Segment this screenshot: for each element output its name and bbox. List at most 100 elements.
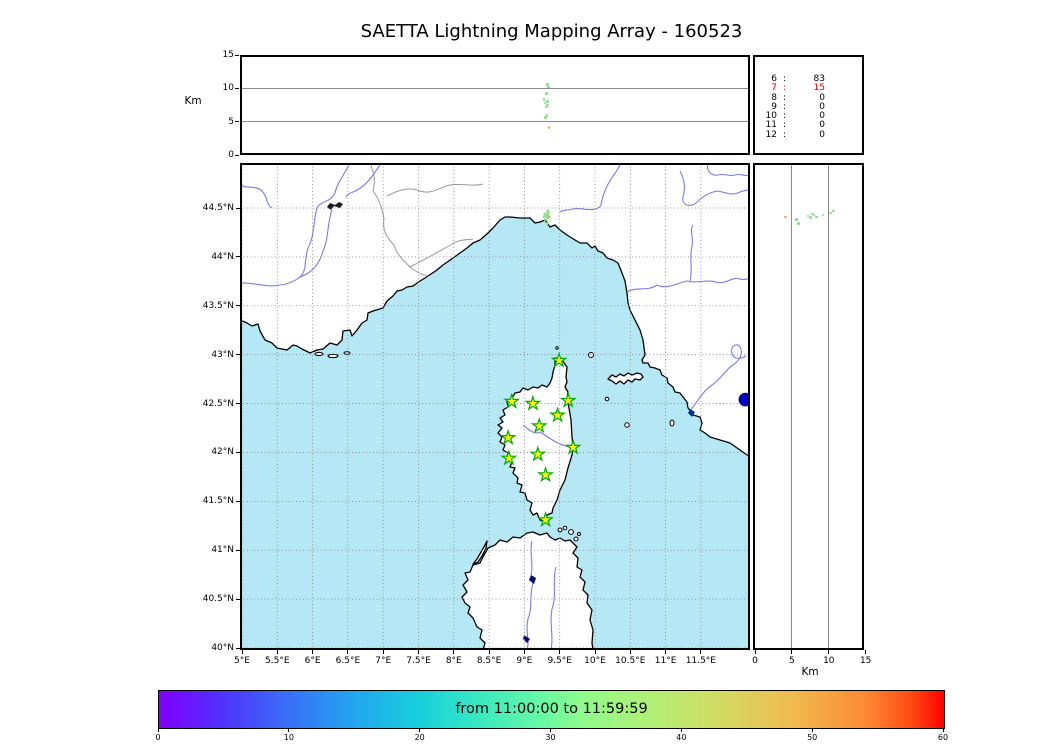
lightning-source-dot xyxy=(811,212,814,216)
lma-station-marker xyxy=(530,417,548,434)
lon-tick-label: 11°E xyxy=(654,656,677,666)
lon-tick-label: 9.5°E xyxy=(547,656,572,666)
colorbar-tick-label: 0 xyxy=(155,733,161,742)
river-var xyxy=(345,164,381,198)
island-maddalena-4 xyxy=(573,536,579,542)
altitude-vs-latitude-panel xyxy=(753,163,864,650)
map-graticule xyxy=(240,163,750,650)
source-count-cell: 0 xyxy=(819,92,825,103)
map-markers xyxy=(499,209,750,528)
alt-tick-label: 15 xyxy=(859,656,872,666)
source-count-row: 9: 0 xyxy=(753,101,864,112)
lightning-source-dot xyxy=(797,222,800,225)
axis-tick xyxy=(235,154,239,156)
axis-tick xyxy=(235,87,239,89)
alt-tick-label: 10 xyxy=(222,83,234,94)
island-hyeres-2 xyxy=(327,353,339,359)
axis-tick xyxy=(700,650,702,654)
island-elba xyxy=(607,372,644,385)
lake-sardinia-south xyxy=(523,635,530,643)
axis-tick xyxy=(382,650,384,654)
colorbar-tick-label: 40 xyxy=(676,733,687,742)
axis-tick xyxy=(665,650,667,654)
lightning-source-dot xyxy=(545,222,549,225)
lon-tick-label: 10°E xyxy=(584,656,606,666)
lma-station-marker xyxy=(500,449,518,466)
lma-station-marker xyxy=(529,445,547,462)
lightning-source-dot xyxy=(831,209,835,213)
border-france-italy xyxy=(369,163,429,277)
axis-tick xyxy=(236,598,240,600)
lat-tick-label: 41°N xyxy=(211,545,234,556)
right-panel-xlabel: Km xyxy=(801,666,819,678)
axis-tick xyxy=(488,650,490,654)
lightning-source-dot xyxy=(544,116,547,119)
lightning-source-dot xyxy=(543,101,547,105)
lightning-source-dot xyxy=(546,213,549,217)
source-count-cell: 0 xyxy=(819,120,825,131)
lightning-source-dot xyxy=(547,215,551,219)
lightning-source-dot xyxy=(545,114,549,117)
colorbar-tick xyxy=(942,728,944,732)
axis-tick xyxy=(236,256,240,258)
colorbar-tick xyxy=(811,728,813,732)
lma-station-marker xyxy=(537,465,555,483)
source-count-cell: : xyxy=(783,111,787,122)
lma-station-marker xyxy=(537,510,555,528)
colorbar-tick-label: 60 xyxy=(937,733,949,742)
source-count-cell: : xyxy=(783,101,787,112)
axis-tick xyxy=(791,650,793,654)
lon-tick-label: 5.5°E xyxy=(265,656,290,666)
flash-location-marker xyxy=(738,392,750,407)
lma-station-marker xyxy=(549,406,567,423)
time-colorbar: from 11:00:00 to 11:59:59 xyxy=(158,690,945,729)
altitude-gridline xyxy=(791,163,793,650)
source-count-row: 12: 0 xyxy=(753,129,864,140)
axis-tick xyxy=(754,650,756,654)
lightning-source-dot xyxy=(546,83,549,86)
lon-tick-label: 11.5°E xyxy=(685,656,716,666)
lake-coghinas xyxy=(529,575,536,584)
river-po-tributary-3 xyxy=(707,163,750,177)
river-topleft xyxy=(240,184,273,209)
axis-tick xyxy=(594,650,596,654)
colorbar-tick xyxy=(680,728,682,732)
lma-station-marker xyxy=(559,391,577,408)
lagoon-argentario xyxy=(688,409,695,417)
river-arno-branch xyxy=(689,224,694,282)
axis-tick xyxy=(312,650,314,654)
lightning-source-dot xyxy=(543,212,547,216)
river-arno xyxy=(626,277,750,293)
altitude-vs-longitude-plot-area xyxy=(240,55,750,155)
lon-tick-label: 6°E xyxy=(304,656,321,666)
axis-tick xyxy=(865,650,867,654)
lma-station-marker xyxy=(564,438,582,455)
colorbar-tick-label: 10 xyxy=(283,733,294,742)
island-giglio xyxy=(669,419,675,427)
axis-tick xyxy=(236,647,240,649)
lightning-source-dot xyxy=(812,213,816,217)
island-giraglia xyxy=(555,346,559,350)
altitude-vs-longitude-panel xyxy=(240,55,750,155)
lightning-source-dot xyxy=(806,214,810,218)
axis-tick xyxy=(236,451,240,453)
lon-tick-label: 9°E xyxy=(516,656,533,666)
island-maddalena-3 xyxy=(568,529,574,535)
lat-tick-label: 42.5°N xyxy=(202,398,234,409)
source-count-cell: 6 xyxy=(771,74,777,84)
axis-tick xyxy=(236,354,240,356)
source-count-cell: 10 xyxy=(765,111,777,122)
river-sardinia-1 xyxy=(526,540,534,650)
source-count-cell: 12 xyxy=(765,129,777,140)
source-count-row: 10: 0 xyxy=(753,111,864,122)
source-count-box: 6: 83 7: 15 8: 0 9: 0 10: 0 11: 0 12: 0 xyxy=(753,55,864,155)
lightning-source-dot xyxy=(546,209,549,213)
lma-station-marker xyxy=(550,351,568,368)
lightning-source-dot xyxy=(542,215,546,219)
lightning-source-dot xyxy=(547,126,551,129)
lat-tick-label: 44°N xyxy=(211,251,234,262)
colorbar-tick xyxy=(157,728,159,732)
source-count-row: 6: 83 xyxy=(753,74,864,84)
island-hyeres-1 xyxy=(314,351,324,357)
